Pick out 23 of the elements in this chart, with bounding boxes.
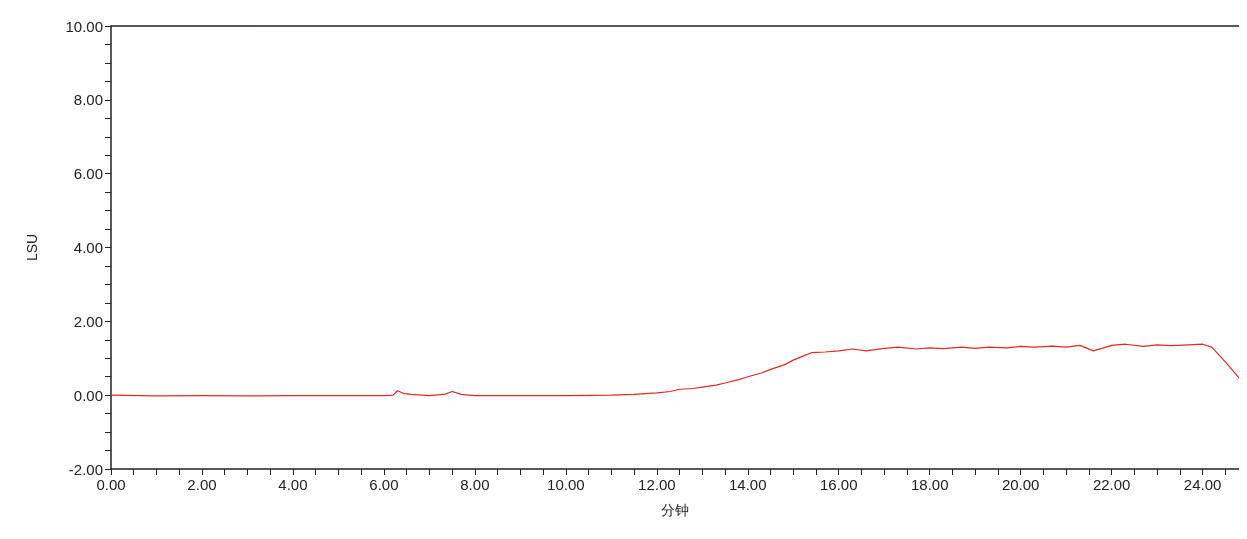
y-tick-label: -2.00 [68,460,103,478]
x-tick-label: 18.00 [910,476,949,493]
x-tick-label: 8.00 [460,476,490,493]
x-tick-label: 12.00 [638,476,676,493]
y-tick-label: 0.00 [73,386,103,404]
x-tick-label: 6.00 [369,476,399,493]
y-tick-label: 10.00 [65,17,103,35]
y-tick-label: 8.00 [73,91,103,109]
x-tick-label: 2.00 [187,476,217,493]
y-tick-label: 6.00 [73,165,103,183]
x-tick-label: 4.00 [278,476,308,493]
x-tick-label: 22.00 [1092,476,1131,493]
x-axis-title: 分钟 [661,502,689,518]
x-tick-label: 16.00 [819,476,858,493]
y-tick-label: 2.00 [73,312,103,330]
line-series [110,343,1239,397]
x-tick-label: 20.00 [1001,476,1040,493]
x-tick-label: 10.00 [547,476,585,493]
y-tick-label: 4.00 [73,239,103,256]
x-tick-label: 14.00 [729,476,767,493]
y-axis-title: LSU [24,233,40,262]
x-tick-label: 0.00 [96,476,126,493]
x-tick-label: 24.00 [1183,476,1222,493]
